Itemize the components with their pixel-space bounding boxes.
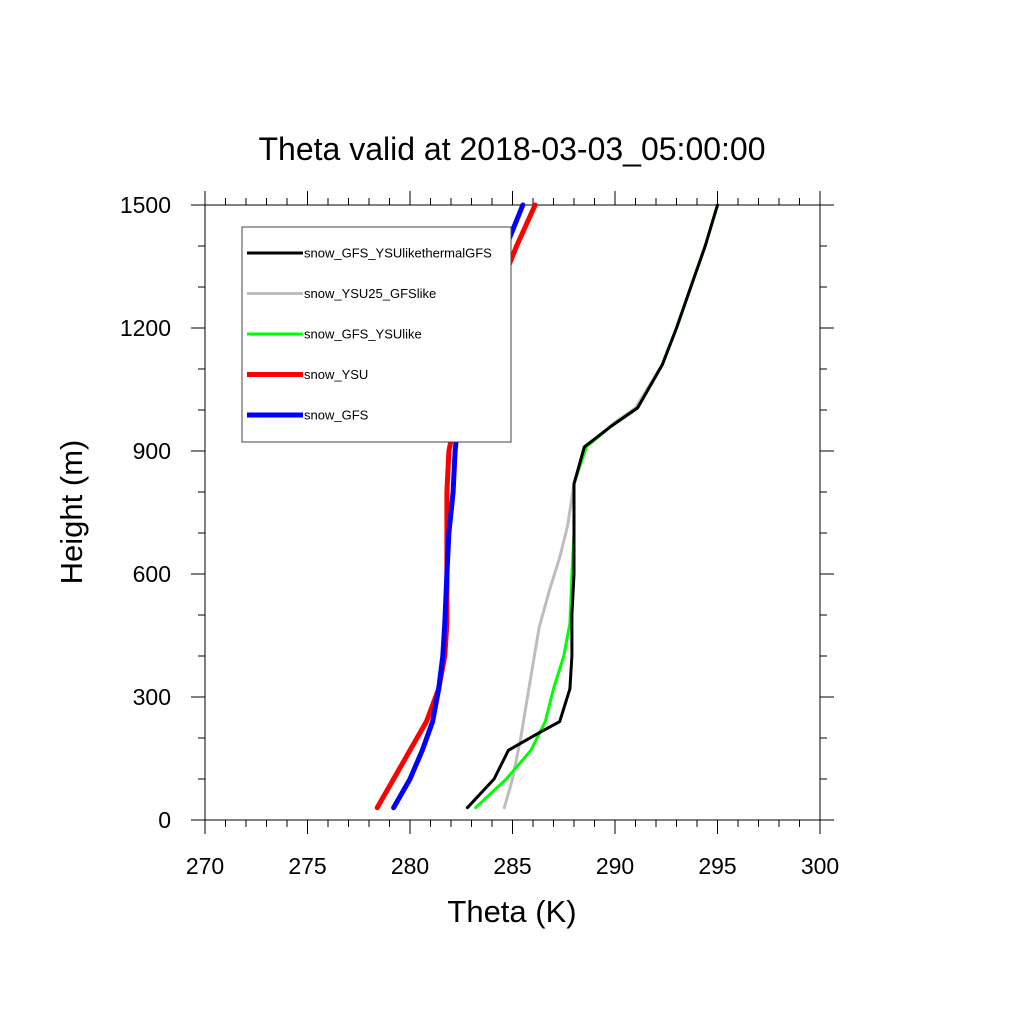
x-tick-label: 285 [493, 853, 531, 879]
x-tick-label: 295 [698, 853, 736, 879]
x-tick-label: 300 [801, 853, 839, 879]
series-line-snow-gfs-ysulikethermalgfs [465, 203, 719, 810]
y-tick-label: 900 [133, 438, 171, 464]
y-axis-label: Height (m) [54, 440, 89, 585]
x-axis-label: Theta (K) [447, 894, 576, 929]
y-axis-ticks: 0 300 600 900 1200 1500 [120, 192, 834, 833]
y-tick-label: 300 [133, 684, 171, 710]
y-tick-label: 0 [158, 807, 171, 833]
legend-label: snow_GFS_YSUlikethermalGFS [304, 246, 492, 261]
x-axis-ticks: 270 275 280 285 290 295 300 [186, 191, 839, 879]
x-tick-label: 280 [391, 853, 429, 879]
legend: snow_GFS_YSUlikethermalGFS snow_YSU25_GFS… [241, 226, 512, 443]
y-tick-label: 1200 [120, 315, 171, 341]
legend-label: snow_GFS_YSUlike [304, 327, 422, 342]
y-tick-label: 1500 [120, 192, 171, 218]
chart-title: Theta valid at 2018-03-03_05:00:00 [258, 131, 765, 167]
legend-label: snow_GFS [304, 408, 369, 423]
x-tick-label: 270 [186, 853, 224, 879]
legend-label: snow_YSU25_GFSlike [304, 286, 436, 301]
x-tick-label: 275 [288, 853, 326, 879]
series-line-snow-gfs-ysulike [474, 203, 719, 810]
legend-label: snow_YSU [304, 367, 368, 382]
series-line-snow-ysu25-gfslike [502, 203, 719, 810]
y-tick-label: 600 [133, 561, 171, 587]
x-tick-label: 290 [596, 853, 634, 879]
